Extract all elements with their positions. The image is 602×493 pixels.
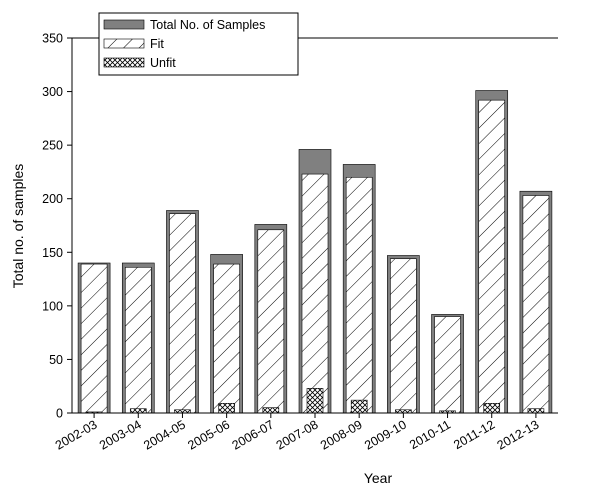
y-tick-label: 50 bbox=[49, 353, 63, 367]
y-tick-label: 200 bbox=[42, 192, 63, 206]
bar-fit bbox=[80, 263, 108, 414]
y-ticks: 0 50 100 150 200 250 300 350 bbox=[42, 32, 72, 421]
legend-label-total: Total No. of Samples bbox=[150, 18, 265, 32]
y-tick-label: 350 bbox=[42, 32, 63, 46]
legend-label-fit: Fit bbox=[150, 37, 164, 51]
y-tick-label: 250 bbox=[42, 139, 63, 153]
y-axis-title: Total no. of samples bbox=[10, 164, 26, 289]
y-tick-label: 300 bbox=[42, 85, 63, 99]
x-tick-label: 2009-10 bbox=[362, 417, 409, 452]
x-tick-label: 2003-04 bbox=[97, 417, 144, 452]
bar-fit bbox=[478, 99, 506, 414]
x-tick-label: 2008-09 bbox=[318, 417, 365, 452]
legend: Total No. of Samples Fit Unfit bbox=[98, 12, 299, 76]
bar-fit bbox=[257, 229, 285, 414]
x-axis-title: Year bbox=[364, 470, 393, 486]
legend-swatch-fit bbox=[103, 38, 145, 49]
x-ticks: 2002-032003-042004-052005-062006-072007-… bbox=[53, 413, 542, 453]
y-tick-label: 100 bbox=[42, 299, 63, 313]
bar-fit bbox=[124, 266, 152, 414]
bar-fit bbox=[522, 195, 550, 414]
bar-fit bbox=[434, 316, 461, 414]
legend-label-unfit: Unfit bbox=[150, 56, 176, 70]
bars-group bbox=[77, 90, 553, 414]
y-tick-label: 0 bbox=[56, 407, 63, 421]
x-tick-label: 2010-11 bbox=[407, 417, 453, 452]
bar-unfit bbox=[527, 408, 545, 414]
x-tick-label: 2002-03 bbox=[53, 417, 100, 452]
x-tick-label: 2011-12 bbox=[451, 417, 497, 452]
legend-swatch-unfit bbox=[103, 57, 145, 68]
y-tick-label: 150 bbox=[42, 246, 63, 260]
x-tick-label: 2005-06 bbox=[185, 417, 232, 452]
bar-fit bbox=[301, 173, 329, 414]
x-tick-label: 2007-08 bbox=[274, 417, 321, 452]
bar-unfit bbox=[262, 407, 280, 414]
bar-unfit bbox=[218, 403, 235, 414]
x-tick-label: 2006-07 bbox=[230, 417, 277, 452]
bar-fit bbox=[213, 263, 240, 414]
bar-fit bbox=[345, 176, 373, 414]
bar-unfit bbox=[129, 408, 147, 414]
x-tick-label: 2012-13 bbox=[495, 417, 542, 452]
legend-swatch-total bbox=[103, 19, 145, 30]
bar-unfit bbox=[483, 403, 501, 414]
bar-unfit bbox=[350, 399, 368, 414]
bar-fit bbox=[169, 213, 196, 414]
x-tick-label: 2004-05 bbox=[141, 417, 188, 452]
bar-fit bbox=[390, 258, 417, 414]
bar-unfit bbox=[306, 388, 324, 414]
